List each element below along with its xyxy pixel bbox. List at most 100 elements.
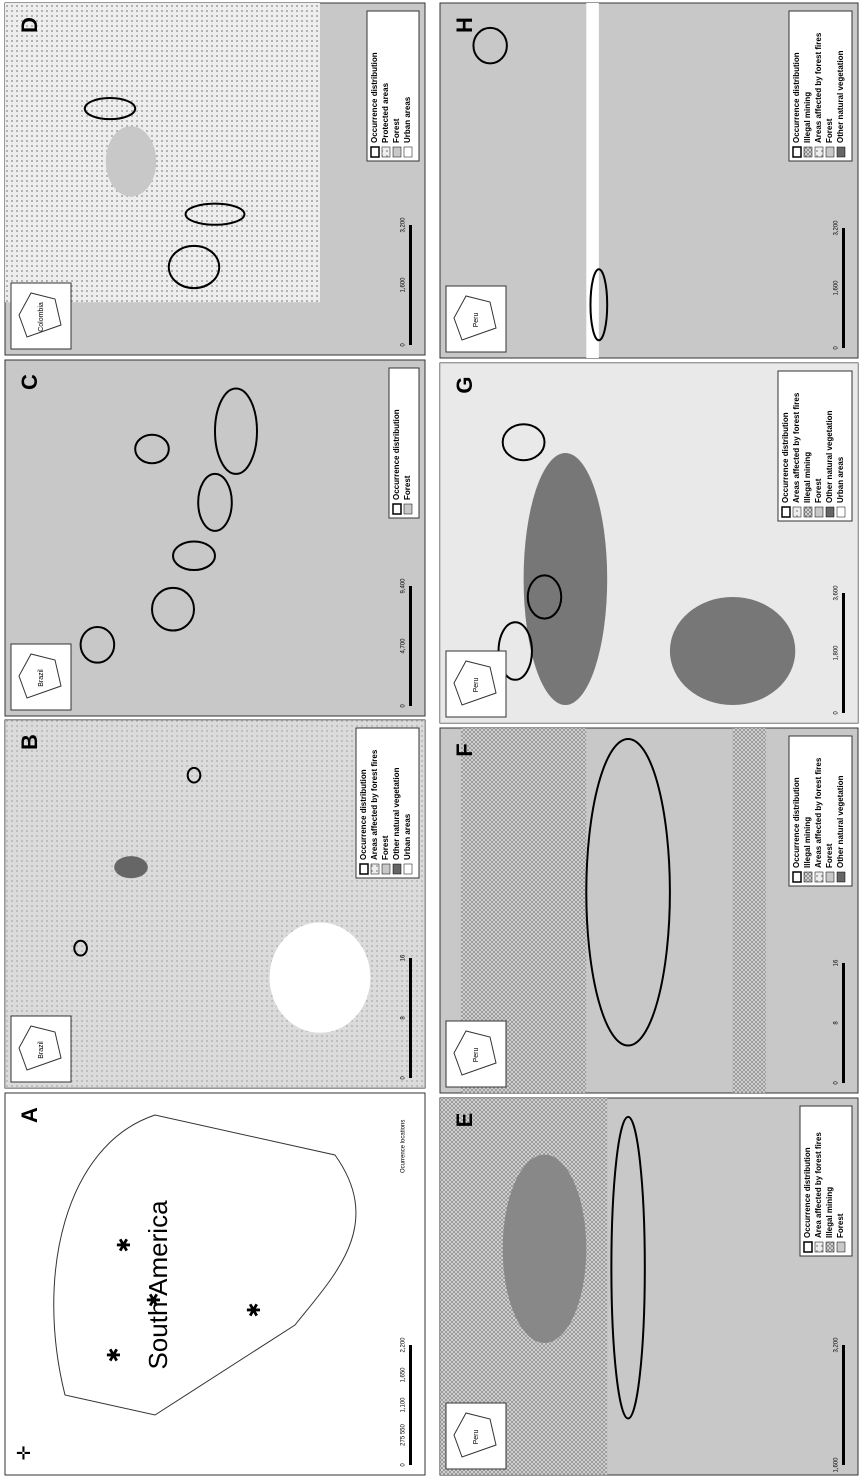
legend-swatch xyxy=(815,147,823,157)
map-region xyxy=(114,856,148,878)
legend-swatch xyxy=(826,507,834,517)
scale-label: 8 xyxy=(834,1021,840,1025)
inset-label: Peru xyxy=(473,313,480,328)
legend-label: Protected areas xyxy=(381,82,390,143)
occurrence-marker: ✱ xyxy=(104,1347,124,1362)
legend-swatch xyxy=(793,147,801,157)
legend-label: Other natural vegetation xyxy=(825,410,834,503)
legend-swatch xyxy=(826,1242,834,1252)
legend-swatch xyxy=(826,872,834,882)
panel-letter: C xyxy=(17,374,42,390)
legend-swatch xyxy=(404,504,412,514)
panel-letter: H xyxy=(452,17,477,33)
scale-label: 3,600 xyxy=(834,585,840,601)
legend-label: Forest xyxy=(392,118,401,143)
scale-label: 16 xyxy=(401,954,407,961)
legend-label: Areas affected by forest fires xyxy=(814,757,823,868)
scale-label: 8 xyxy=(401,1016,407,1020)
scale-label: 2,200 xyxy=(401,1337,407,1353)
scale-bar xyxy=(409,1345,412,1465)
legend-label: Areas affected by forest fires xyxy=(370,749,379,860)
scale-label: 0 xyxy=(834,711,840,715)
legend-swatch xyxy=(837,507,845,517)
scale-label: 1,600 xyxy=(834,1457,840,1473)
legend-label: Forest xyxy=(403,475,412,500)
scale-label: 275 550 xyxy=(401,1424,407,1446)
scale-label: 1,650 xyxy=(401,1367,407,1383)
legend-label: Occurrence distribution xyxy=(792,52,801,143)
legend-label: Forest xyxy=(836,1213,845,1238)
legend-swatch xyxy=(782,507,790,517)
legend-swatch xyxy=(404,147,412,157)
scale-bar xyxy=(409,958,412,1078)
map-region xyxy=(106,126,156,196)
legend-swatch xyxy=(815,1242,823,1252)
inset-label: Peru xyxy=(473,678,480,693)
map-figure: South America✱✱✱✱Ocurrence locations✛A02… xyxy=(0,0,863,1478)
legend-label: Occurrence distribution xyxy=(392,409,401,500)
legend-label: Forest xyxy=(825,118,834,143)
figure-page: South America✱✱✱✱Ocurrence locations✛A02… xyxy=(0,0,863,1478)
map-panel: Colombia Occurrence distributionProtected… xyxy=(5,3,425,355)
legend-label: Occurrence distribution xyxy=(370,52,379,143)
scale-bar xyxy=(842,963,845,1083)
map-panel: PeruOccurrence distributionArea affected… xyxy=(440,1098,858,1475)
legend-swatch xyxy=(393,864,401,874)
legend-swatch xyxy=(815,507,823,517)
scale-label: 0 xyxy=(401,1463,407,1467)
inset-label: Peru xyxy=(473,1048,480,1063)
legend-label: Occurrence distribution xyxy=(359,769,368,860)
legend-swatch xyxy=(393,504,401,514)
legend-label: Illegal mining xyxy=(803,92,812,143)
north-arrow: ✛ xyxy=(14,1445,34,1460)
continent-label: South America xyxy=(143,1200,173,1370)
legend-label: Forest xyxy=(381,835,390,860)
scale-bar xyxy=(842,593,845,713)
map-panel: South America✱✱✱✱Ocurrence locations✛A02… xyxy=(5,1093,425,1475)
scale-bar xyxy=(409,586,412,706)
scale-label: 3,200 xyxy=(834,1337,840,1353)
panel-letter: F xyxy=(452,743,477,756)
scale-label: 1,600 xyxy=(401,277,407,293)
scale-label: 1,600 xyxy=(834,280,840,296)
scale-label: 3,200 xyxy=(834,220,840,236)
legend-label: Urban areas xyxy=(836,456,845,503)
scale-label: 0 xyxy=(834,346,840,350)
legend-swatch xyxy=(804,507,812,517)
legend-label: Urban areas xyxy=(403,96,412,143)
scale-bar xyxy=(409,225,412,345)
map-background xyxy=(5,1093,425,1475)
scale-label: 1,100 xyxy=(401,1397,407,1413)
legend-swatch xyxy=(360,864,368,874)
legend-swatch xyxy=(804,147,812,157)
occurrence-marker: ✱ xyxy=(244,1302,264,1317)
legend-swatch xyxy=(393,147,401,157)
legend-label: Illegal mining xyxy=(803,452,812,503)
map-region xyxy=(670,597,795,705)
scale-label: 9,400 xyxy=(401,578,407,594)
legend-swatch xyxy=(404,864,412,874)
legend-swatch xyxy=(382,864,390,874)
legend-label: Ocurrence locations xyxy=(401,1120,407,1173)
panel-letter: B xyxy=(17,734,42,750)
map-region xyxy=(270,922,371,1032)
occurrence-marker: ✱ xyxy=(144,1292,164,1307)
scale-bar xyxy=(842,228,845,348)
map-region xyxy=(5,3,320,302)
inset-label: Brazil xyxy=(38,669,45,687)
legend-label: Occurrence distribution xyxy=(803,1147,812,1238)
legend-label: Illegal mining xyxy=(825,1187,834,1238)
legend-swatch xyxy=(371,147,379,157)
legend-label: Illegal mining xyxy=(803,817,812,868)
legend-swatch xyxy=(371,864,379,874)
legend-label: Forest xyxy=(814,478,823,503)
scale-label: 4,700 xyxy=(401,638,407,654)
legend-label: Areas affected by forest fires xyxy=(814,32,823,143)
panel-letter: G xyxy=(452,376,477,393)
scale-label: 0 xyxy=(834,1081,840,1085)
inset-label: Colombia xyxy=(38,302,45,332)
